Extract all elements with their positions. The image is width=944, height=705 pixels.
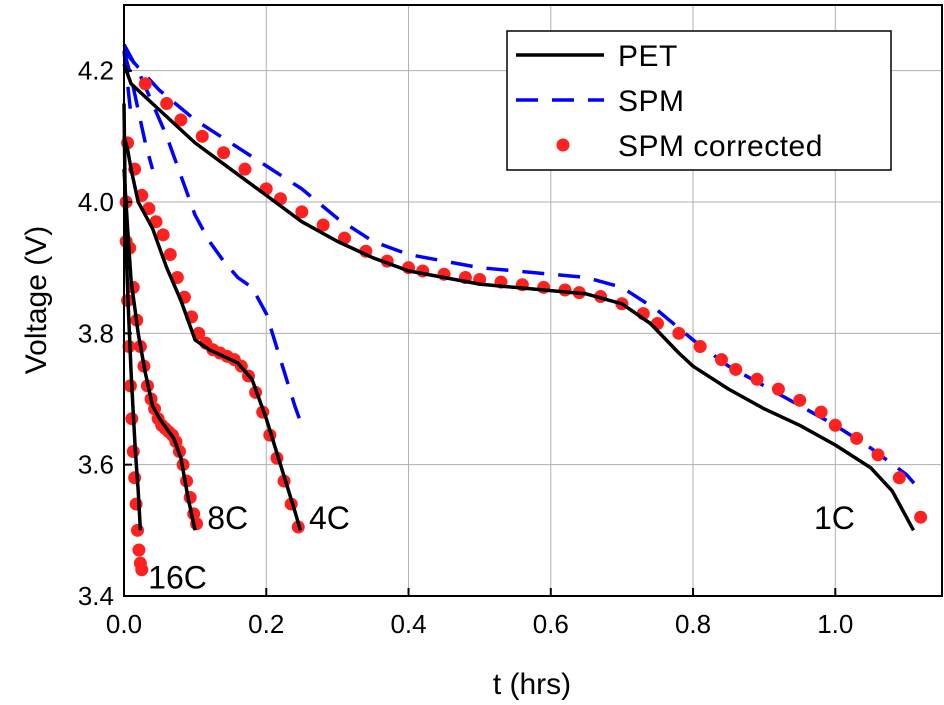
series-line-4c-spm	[122, 43, 304, 426]
plot-frame	[123, 4, 943, 597]
data-point-1c-spmc	[295, 205, 309, 219]
x-tick-label: 0.6	[533, 609, 569, 639]
data-point-1c-spmc	[771, 382, 785, 396]
rate-label-4c: 4C	[309, 500, 350, 536]
data-point-1c-spmc	[693, 339, 707, 353]
axis-ticks: 0.0 0.2 0.4 0.6 0.8 1.0 3.4 3.6 3.8 4.0 4.2	[78, 56, 854, 639]
series-layer	[119, 43, 928, 577]
data-point-1c-spmc	[714, 353, 728, 367]
data-point-1c-spmc	[850, 431, 864, 445]
data-point-1c-spmc	[138, 77, 152, 91]
data-point-16c-spmc	[135, 563, 149, 577]
y-tick-label: 3.8	[78, 318, 114, 348]
legend-label-spm: SPM	[618, 85, 685, 118]
data-point-1c-spmc	[316, 218, 330, 232]
rate-label-8c: 8C	[207, 500, 248, 536]
data-point-1c-spmc	[814, 405, 828, 419]
legend-swatch-spm-corrected	[556, 138, 570, 152]
legend: PET SPM SPM corrected	[506, 30, 892, 171]
data-point-16c-spmc	[132, 543, 146, 557]
data-point-4c-spmc	[156, 228, 170, 242]
y-tick-label: 4.0	[78, 187, 114, 217]
x-tick-label: 0.2	[248, 609, 284, 639]
rate-label-16c: 16C	[148, 559, 207, 595]
y-axis-label: Voltage (V)	[20, 226, 53, 374]
series-line-8c-pet	[122, 169, 197, 531]
y-tick-label: 4.2	[78, 56, 114, 86]
data-point-1c-spmc	[238, 162, 252, 176]
series-line-4c-pet	[122, 135, 303, 531]
series-line-1c-pet	[122, 63, 916, 532]
series-line-16c-pet	[122, 103, 143, 531]
legend-label-spm-corrected: SPM corrected	[618, 130, 823, 163]
data-point-1c-spmc	[174, 113, 188, 127]
legend-label-pet: PET	[618, 40, 678, 73]
data-point-1c-spmc	[750, 372, 764, 386]
data-point-1c-spmc	[729, 362, 743, 376]
data-point-1c-spmc	[828, 418, 842, 432]
series-line-8c-spm	[122, 50, 155, 170]
data-point-16c-spmc	[131, 523, 145, 537]
data-point-4c-spmc	[149, 215, 163, 229]
series-line-16c-spm	[122, 50, 133, 117]
data-point-1c-spmc	[892, 471, 906, 485]
data-point-1c-spmc	[914, 510, 928, 524]
data-point-1c-spmc	[217, 146, 231, 160]
data-point-1c-spmc	[195, 129, 209, 143]
data-point-4c-spmc	[142, 202, 156, 216]
x-tick-label: 0.0	[106, 609, 142, 639]
y-tick-label: 3.6	[78, 450, 114, 480]
x-axis-label: t (hrs)	[493, 668, 571, 701]
data-point-1c-spmc	[672, 326, 686, 340]
y-tick-label: 3.4	[78, 581, 114, 611]
x-tick-label: 1.0	[817, 609, 853, 639]
rate-label-1c: 1C	[814, 500, 855, 536]
data-point-4c-spmc	[163, 248, 177, 262]
data-point-1c-spmc	[793, 393, 807, 407]
data-point-1c-spmc	[160, 97, 174, 110]
x-tick-label: 0.8	[675, 609, 711, 639]
x-tick-label: 0.4	[390, 609, 426, 639]
data-point-1c-spmc	[871, 448, 885, 462]
data-point-16c-spmc	[126, 445, 140, 459]
